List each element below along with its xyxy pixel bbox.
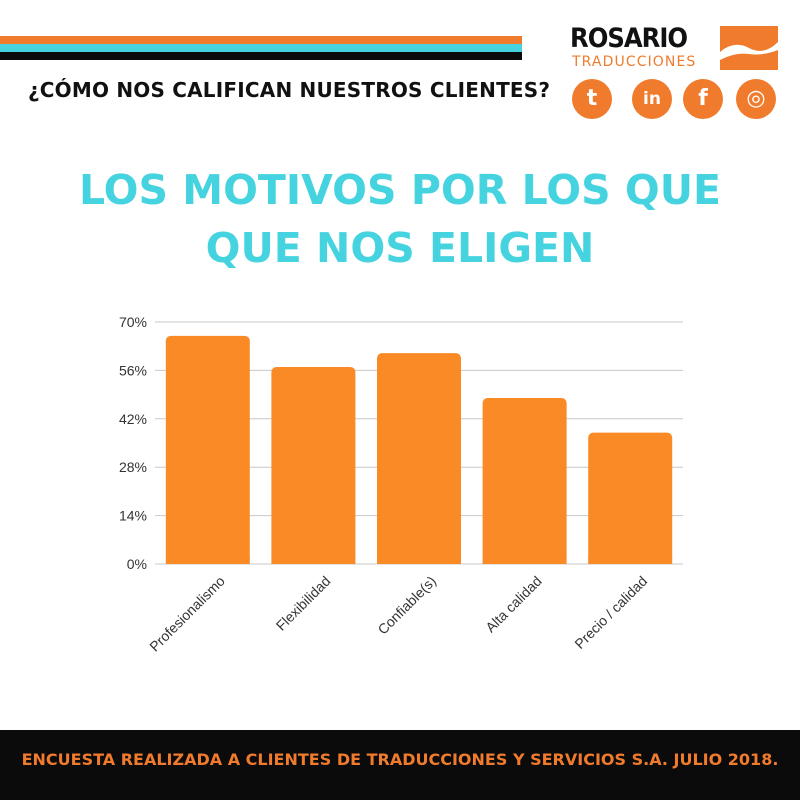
header-stripe-black — [0, 52, 522, 60]
header-stripe-cyan — [0, 44, 522, 52]
footer-bar: ENCUESTA REALIZADA A CLIENTES DE TRADUCC… — [0, 730, 800, 800]
headline-line-1: LOS MOTIVOS POR LOS QUE — [78, 166, 722, 214]
x-tick-label: Flexibilidad — [273, 573, 334, 634]
bar-flexibilidad — [271, 366, 356, 564]
footer-text: ENCUESTA REALIZADA A CLIENTES DE TRADUCC… — [21, 750, 779, 769]
bar-profesionalismo — [165, 335, 250, 564]
logo-wave-icon — [720, 26, 778, 70]
x-tick-label: Alta calidad — [482, 573, 545, 636]
twitter-icon[interactable]: t — [572, 79, 612, 119]
page-subtitle: ¿CÓMO NOS CALIFICAN NUESTROS CLIENTES? — [28, 78, 551, 102]
logo-subtitle: TRADUCCIONES — [572, 54, 697, 70]
y-tick-label: 56% — [119, 362, 147, 378]
bar-base — [482, 558, 567, 564]
brand-logo: ROSARIO TRADUCCIONES — [570, 24, 780, 74]
y-tick-label: 14% — [119, 508, 147, 524]
bar-alta-calidad — [482, 398, 567, 564]
bar-chart: 0% 14% 28% 42% 56% 70% Profesionalismo Flexibil… — [119, 314, 683, 655]
x-tick-label: Confiable(s) — [374, 573, 439, 638]
bar-base — [377, 558, 461, 564]
y-tick-label: 70% — [119, 314, 147, 330]
linkedin-icon[interactable]: in — [632, 79, 672, 119]
x-tick-label: Precio / calidad — [571, 573, 650, 652]
header-stripe-orange — [0, 36, 522, 44]
bar-base — [165, 558, 250, 564]
x-tick-label: Profesionalismo — [146, 573, 228, 655]
facebook-icon[interactable]: f — [683, 79, 723, 119]
y-tick-label: 28% — [119, 459, 147, 475]
y-tick-label: 42% — [119, 411, 147, 427]
bar-confiable-s- — [377, 353, 461, 564]
headline-line-2: QUE NOS ELIGEN — [205, 224, 595, 272]
logo-word: ROSARIO — [570, 23, 688, 54]
bar-base — [271, 558, 356, 564]
bar-precio-calidad — [588, 432, 673, 564]
instagram-icon[interactable]: ◎ — [736, 79, 776, 119]
bar-base — [588, 558, 673, 564]
y-tick-label: 0% — [127, 556, 147, 572]
